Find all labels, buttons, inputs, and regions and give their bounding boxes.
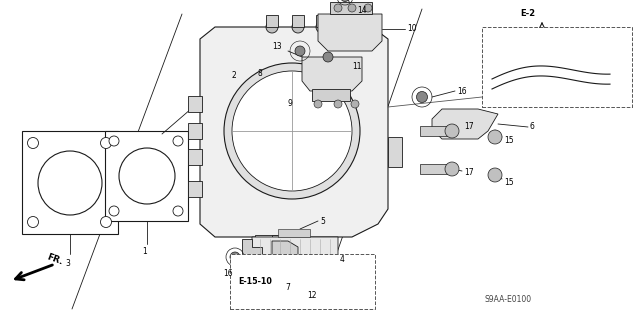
Circle shape <box>334 4 342 12</box>
Polygon shape <box>105 131 188 221</box>
Bar <box>312 89 350 101</box>
Circle shape <box>266 21 278 33</box>
Text: 17: 17 <box>464 168 474 177</box>
Text: 5: 5 <box>320 217 325 226</box>
Text: 15: 15 <box>504 179 514 188</box>
Polygon shape <box>22 131 118 234</box>
Circle shape <box>488 130 502 144</box>
Circle shape <box>38 151 102 215</box>
Circle shape <box>351 100 359 108</box>
Bar <box>316 15 328 27</box>
Bar <box>420 126 452 136</box>
Circle shape <box>340 0 349 2</box>
Bar <box>188 123 202 139</box>
Polygon shape <box>432 109 498 139</box>
Circle shape <box>316 21 328 33</box>
Text: 12: 12 <box>307 291 317 300</box>
Text: 15: 15 <box>504 137 514 145</box>
Bar <box>272 235 294 267</box>
Text: 16: 16 <box>457 86 467 95</box>
Polygon shape <box>252 237 338 279</box>
Text: E-2: E-2 <box>520 10 536 19</box>
Text: 10: 10 <box>407 25 417 33</box>
Bar <box>388 137 402 167</box>
Circle shape <box>334 100 342 108</box>
Circle shape <box>100 137 111 149</box>
Circle shape <box>488 168 502 182</box>
Circle shape <box>276 286 287 296</box>
Bar <box>292 15 304 27</box>
Circle shape <box>364 4 372 12</box>
Text: 9: 9 <box>287 100 292 108</box>
Text: 7: 7 <box>285 283 291 292</box>
Circle shape <box>292 21 304 33</box>
Circle shape <box>224 63 360 199</box>
Circle shape <box>109 206 119 216</box>
Bar <box>255 235 300 257</box>
Text: 14: 14 <box>357 6 367 16</box>
Text: E-15-10: E-15-10 <box>238 277 272 286</box>
Circle shape <box>100 217 111 227</box>
Bar <box>188 181 202 197</box>
Text: 8: 8 <box>257 70 262 78</box>
Bar <box>330 2 372 14</box>
Circle shape <box>445 124 459 138</box>
Text: S9AA-E0100: S9AA-E0100 <box>485 294 532 303</box>
Text: 11: 11 <box>352 63 362 71</box>
Circle shape <box>323 52 333 62</box>
Circle shape <box>173 206 183 216</box>
Circle shape <box>445 162 459 176</box>
Bar <box>188 96 202 112</box>
Bar <box>188 149 202 165</box>
Circle shape <box>230 252 240 262</box>
Text: 13: 13 <box>272 42 282 51</box>
Text: 16: 16 <box>223 269 233 278</box>
Text: 3: 3 <box>65 259 70 268</box>
Polygon shape <box>272 241 298 267</box>
Polygon shape <box>318 14 382 51</box>
Text: 17: 17 <box>464 122 474 131</box>
Polygon shape <box>302 57 362 91</box>
Bar <box>482 27 632 107</box>
Bar <box>278 229 310 237</box>
Circle shape <box>314 100 322 108</box>
Text: 4: 4 <box>340 255 345 263</box>
Circle shape <box>417 92 428 102</box>
Text: 1: 1 <box>143 247 147 256</box>
Polygon shape <box>200 27 388 237</box>
Circle shape <box>295 46 305 56</box>
Bar <box>266 15 278 27</box>
Bar <box>230 254 375 309</box>
Text: FR.: FR. <box>45 253 63 267</box>
Circle shape <box>28 217 38 227</box>
Circle shape <box>28 137 38 149</box>
Text: 2: 2 <box>232 71 237 80</box>
Polygon shape <box>242 239 262 261</box>
Circle shape <box>109 136 119 146</box>
Circle shape <box>348 4 356 12</box>
Bar <box>420 164 452 174</box>
Text: 6: 6 <box>530 122 535 131</box>
Circle shape <box>119 148 175 204</box>
Circle shape <box>232 71 352 191</box>
Circle shape <box>173 136 183 146</box>
